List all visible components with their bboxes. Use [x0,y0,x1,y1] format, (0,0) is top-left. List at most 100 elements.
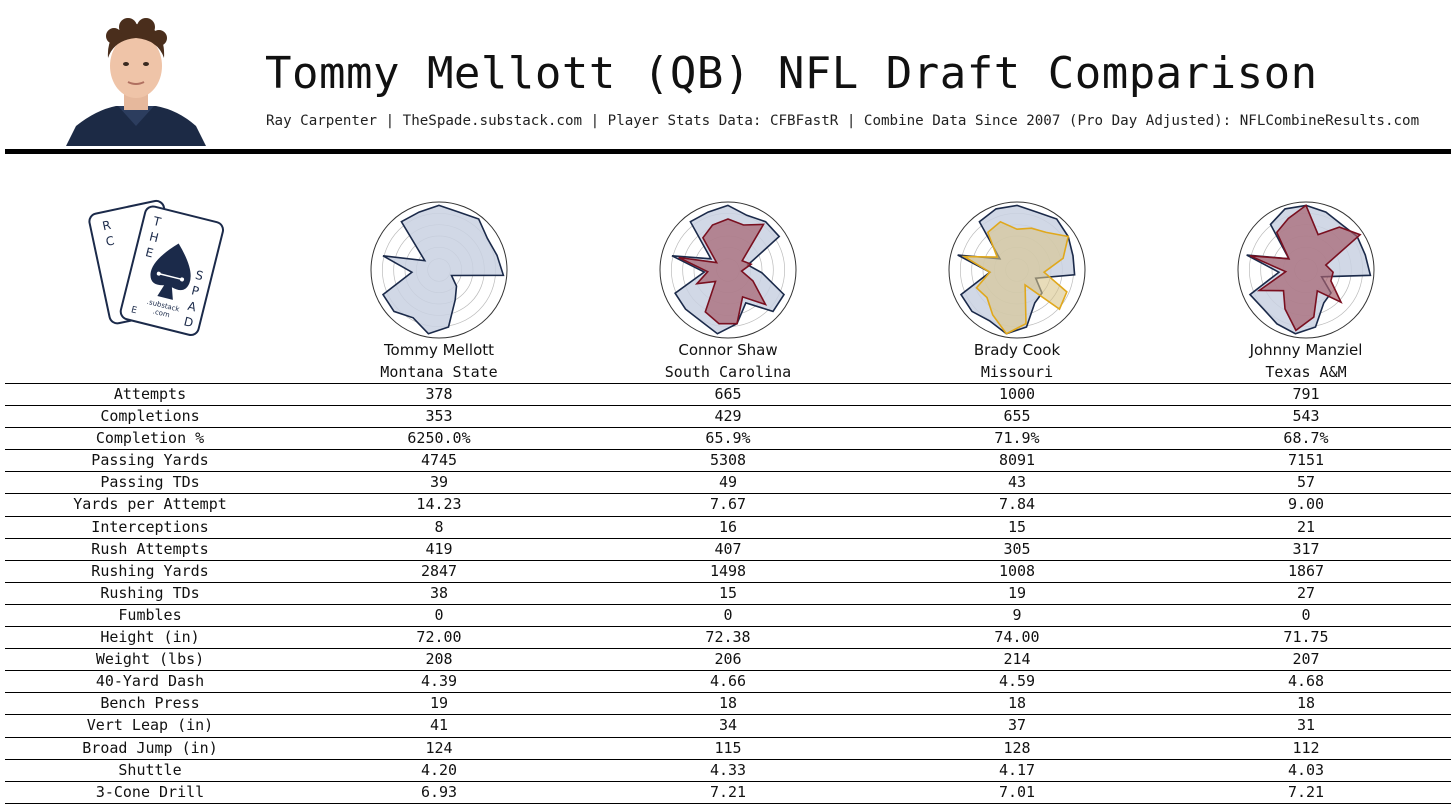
table-row: Passing TDs 39 49 43 57 [5,472,1451,495]
stat-value: 429 [714,407,742,426]
stat-value: 655 [1003,407,1031,426]
stat-value: 7.67 [709,495,747,514]
table-row: Yards per Attempt 14.23 7.67 7.84 9.00 [5,494,1451,517]
stat-value: 317 [1292,539,1320,558]
table-row: Height (in) 72.00 72.38 74.00 71.75 [5,627,1451,650]
table-row: Bench Press 19 18 18 18 [5,693,1451,716]
stat-value: 407 [714,539,742,558]
stat-value: 21 [1296,517,1316,536]
logo-letter: P [190,283,200,298]
stat-value: 34 [718,716,738,735]
table-row: Weight (lbs) 208 206 214 207 [5,649,1451,672]
logo-com: .com [152,307,171,319]
stat-value: 16 [718,517,738,536]
stat-label: Weight (lbs) [95,650,205,669]
stat-value: 543 [1292,407,1320,426]
logo-letter: C [104,234,115,249]
radar-series-red [1249,204,1362,332]
stat-value: 19 [429,694,449,713]
table-row: Completion % 6250.0% 65.9% 71.9% 68.7% [5,428,1451,451]
stat-value: 74.00 [994,628,1040,647]
table-row: 40-Yard Dash 4.39 4.66 4.59 4.68 [5,671,1451,694]
radar-chart-tommy-mellott [370,201,508,339]
stat-value: 0 [1301,605,1311,624]
stat-value: 6250.0% [407,429,471,448]
stat-label: Yards per Attempt [73,495,227,514]
stat-value: 65.9% [705,429,751,448]
stat-label: Rush Attempts [91,539,209,558]
stat-value: 72.00 [416,628,462,647]
stat-value: 18 [1296,694,1316,713]
stat-label: Interceptions [91,517,209,536]
radar-chart-johnny-manziel [1237,201,1375,339]
stat-value: 112 [1292,738,1320,757]
stat-value: 4.68 [1287,672,1325,691]
stat-value: 6.93 [420,782,458,801]
stat-value: 7.01 [998,782,1036,801]
stat-value: 214 [1003,650,1031,669]
stat-value: 57 [1296,473,1316,492]
stat-label: Bench Press [100,694,200,713]
stat-value: 1867 [1287,561,1325,580]
stat-value: 18 [718,694,738,713]
stat-value: 15 [718,583,738,602]
page-subtitle: Ray Carpenter | TheSpade.substack.com | … [266,113,1420,129]
player-school: South Carolina [664,363,792,381]
stat-value: 1498 [709,561,747,580]
stat-value: 0 [723,605,733,624]
stat-value: 207 [1292,650,1320,669]
logo-letter: E [144,245,155,260]
stat-label: Attempts [113,385,187,403]
player-photo [66,14,206,146]
stat-label: Completions [100,407,200,426]
stat-value: 4.39 [420,672,458,691]
stat-value: 4.59 [998,672,1036,691]
stat-value: 7151 [1287,451,1325,470]
radar-chart-connor-shaw [659,201,797,339]
player-school: Texas A&M [1265,363,1347,381]
table-row: Completions 353 429 655 543 [5,406,1451,429]
logo-letter: H [148,230,160,246]
stat-value: 43 [1007,473,1027,492]
logo-letter: E [130,305,138,316]
stat-value: 27 [1296,583,1316,602]
stat-value: 7.84 [998,495,1036,514]
stat-value: 419 [425,539,453,558]
stat-value: 206 [714,650,742,669]
stat-value: 5308 [709,451,747,470]
header-divider [5,149,1451,154]
stat-value: 1008 [998,561,1036,580]
stat-value: 4.03 [1287,760,1325,779]
spade-icon [150,243,191,300]
table-row: 3-Cone Drill 6.93 7.21 7.01 7.21 [5,782,1451,804]
stat-value: 41 [429,716,449,735]
table-row: Shuttle 4.20 4.33 4.17 4.03 [5,760,1451,782]
stat-label: Shuttle [118,760,182,779]
table-row: Rushing Yards 2847 1498 1008 1867 [5,561,1451,583]
logo-letter: D [182,314,194,330]
stat-label: 3-Cone Drill [95,782,205,801]
stat-value: 4745 [420,451,458,470]
player-school: Missouri [980,363,1054,381]
stat-value: 305 [1003,539,1031,558]
radar-series-gold [961,220,1070,335]
stat-value: 18 [1007,694,1027,713]
stat-label: Passing TDs [100,473,200,492]
player-school: Montana State [380,363,498,381]
table-row: Interceptions 8 16 15 21 [5,517,1451,539]
logo-letter: R [101,218,112,233]
stat-value: 71.9% [994,429,1040,448]
page-title: Tommy Mellott (QB) NFL Draft Comparison [265,48,1318,99]
player-name: Johnny Manziel [1249,341,1363,359]
stat-label: Broad Jump (in) [82,738,218,757]
stat-value: 71.75 [1283,628,1329,647]
stat-value: 39 [429,473,449,492]
spade-logo: R C T H E S P A D E .substack .com [88,199,225,336]
stat-value: 0 [434,605,444,624]
stat-value: 353 [425,407,453,426]
stats-table: Attempts 378 665 1000 791 Completions 353 429 65… [5,383,1451,804]
stat-value: 128 [1003,738,1031,757]
stat-value: 31 [1296,716,1316,735]
stat-label: Rushing Yards [91,561,209,580]
stat-value: 9 [1012,605,1022,624]
